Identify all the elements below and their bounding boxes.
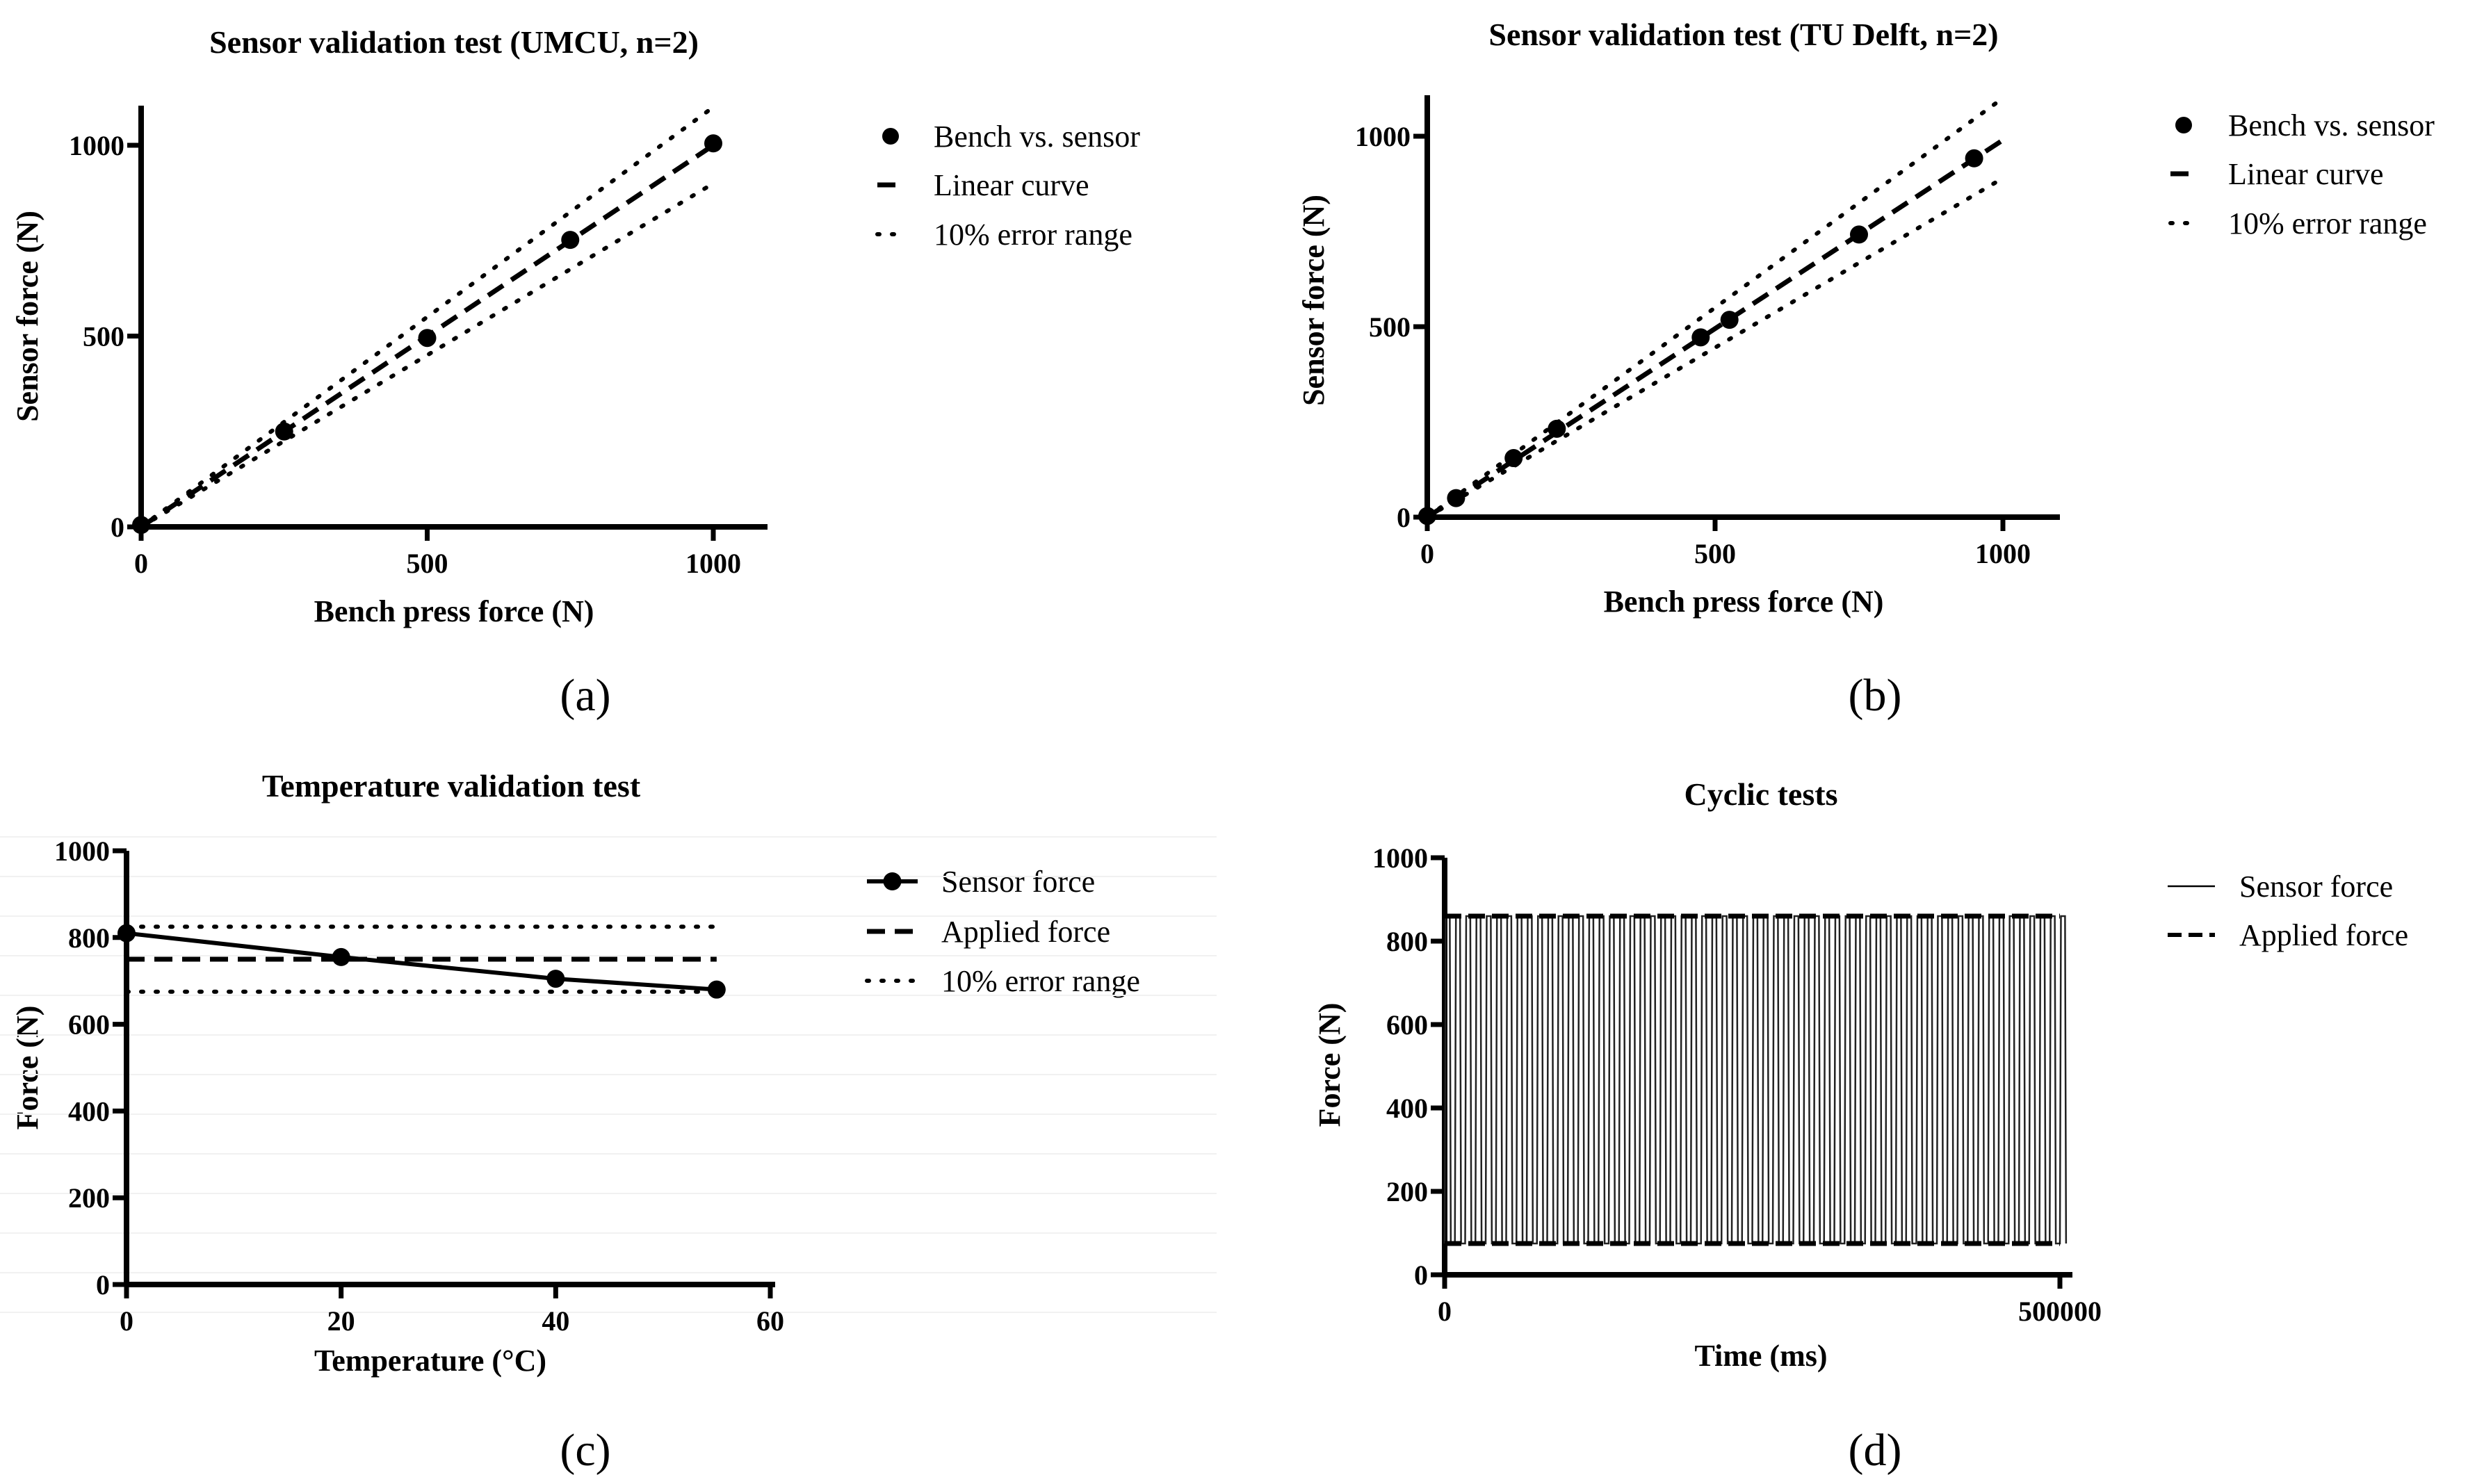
x-tick-label: 1000 bbox=[1975, 538, 2031, 569]
y-tick-label: 1000 bbox=[1355, 121, 1411, 152]
y-tick-label: 400 bbox=[68, 1095, 110, 1127]
legend-label: Linear curve bbox=[2228, 157, 2384, 191]
reference-line bbox=[140, 143, 715, 529]
y-tick-label: 600 bbox=[1386, 1009, 1428, 1041]
chart-title: Sensor validation test (TU Delft, n=2) bbox=[1488, 17, 1998, 52]
legend-label: Applied force bbox=[941, 915, 1110, 949]
panel-label: (d) bbox=[1849, 1425, 1902, 1476]
x-tick-label: 0 bbox=[134, 548, 148, 579]
y-tick-label: 600 bbox=[68, 1009, 110, 1041]
chart-b: Sensor validation test (TU Delft, n=2) B… bbox=[1297, 17, 2435, 721]
y-tick-label: 0 bbox=[1397, 502, 1411, 533]
y-tick-label: 800 bbox=[1386, 926, 1428, 957]
chart-a: Sensor validation test (UMCU, n=2) Bench… bbox=[10, 24, 1140, 721]
y-axis-label: Sensor force (N) bbox=[1297, 195, 1331, 406]
chart-c: Temperature validation test Temperature … bbox=[0, 768, 1217, 1476]
y-axis-label: Sensor force (N) bbox=[10, 211, 44, 422]
x-tick-label: 500 bbox=[1694, 538, 1736, 569]
y-tick-label: 200 bbox=[1386, 1176, 1428, 1207]
legend-label: Applied force bbox=[2239, 918, 2408, 952]
y-tick-label: 500 bbox=[1369, 311, 1411, 343]
y-tick-label: 200 bbox=[68, 1182, 110, 1214]
legend-label: Linear curve bbox=[934, 168, 1089, 202]
chart-d: Cyclic tests Time (ms) Force (N) (d) Sen… bbox=[1313, 776, 2408, 1476]
y-tick-label: 1000 bbox=[54, 835, 110, 867]
x-axis-label: Time (ms) bbox=[1694, 1339, 1827, 1373]
x-tick-label: 60 bbox=[756, 1305, 784, 1337]
legend-marker bbox=[882, 128, 899, 145]
y-tick-label: 1000 bbox=[1372, 842, 1428, 874]
panel-label: (a) bbox=[560, 670, 610, 721]
y-tick-label: 0 bbox=[1414, 1259, 1428, 1291]
x-tick-label: 500000 bbox=[2018, 1296, 2102, 1327]
y-tick-label: 0 bbox=[111, 512, 124, 543]
x-axis-label: Bench press force (N) bbox=[314, 594, 594, 628]
y-tick-label: 800 bbox=[68, 922, 110, 954]
panel-label: (c) bbox=[560, 1425, 610, 1476]
sensor-force-line bbox=[1443, 915, 2068, 1245]
y-tick-label: 400 bbox=[1386, 1093, 1428, 1124]
chart-title: Cyclic tests bbox=[1684, 776, 1838, 812]
panel-label: (b) bbox=[1849, 670, 1902, 721]
x-axis-label: Temperature (°C) bbox=[314, 1344, 546, 1378]
legend-label: Sensor force bbox=[941, 865, 1095, 899]
legend-marker bbox=[2175, 117, 2192, 133]
data-point bbox=[546, 970, 565, 988]
error-range-line bbox=[1425, 96, 2005, 519]
legend-label: 10% error range bbox=[941, 964, 1140, 998]
y-axis-label: Force (N) bbox=[10, 1006, 44, 1130]
x-tick-label: 20 bbox=[327, 1305, 355, 1337]
x-tick-label: 500 bbox=[407, 548, 448, 579]
chart-title: Sensor validation test (UMCU, n=2) bbox=[209, 24, 699, 60]
y-axis-label: Force (N) bbox=[1313, 1003, 1347, 1127]
x-tick-label: 0 bbox=[120, 1305, 133, 1337]
error-range-line bbox=[1425, 176, 2005, 519]
legend-label: Bench vs. sensor bbox=[934, 120, 1140, 154]
legend-marker bbox=[883, 872, 902, 890]
series-line bbox=[126, 931, 717, 992]
error-range-line bbox=[139, 105, 715, 529]
x-tick-label: 0 bbox=[1438, 1296, 1452, 1327]
x-tick-label: 40 bbox=[542, 1305, 569, 1337]
legend-label: Sensor force bbox=[2239, 870, 2393, 904]
x-axis-label: Bench press force (N) bbox=[1604, 585, 1884, 619]
data-point bbox=[707, 980, 726, 999]
chart-title: Temperature validation test bbox=[262, 768, 641, 804]
error-range-line bbox=[139, 181, 715, 529]
x-tick-label: 0 bbox=[1420, 538, 1434, 569]
y-tick-label: 1000 bbox=[69, 130, 124, 161]
reference-line bbox=[1426, 138, 2004, 519]
x-tick-label: 1000 bbox=[685, 548, 741, 579]
legend-label: 10% error range bbox=[934, 218, 1132, 252]
data-point bbox=[117, 924, 136, 943]
y-tick-label: 0 bbox=[96, 1269, 110, 1300]
legend-label: 10% error range bbox=[2228, 206, 2427, 240]
y-tick-label: 500 bbox=[83, 321, 124, 352]
legend-label: Bench vs. sensor bbox=[2228, 108, 2435, 142]
